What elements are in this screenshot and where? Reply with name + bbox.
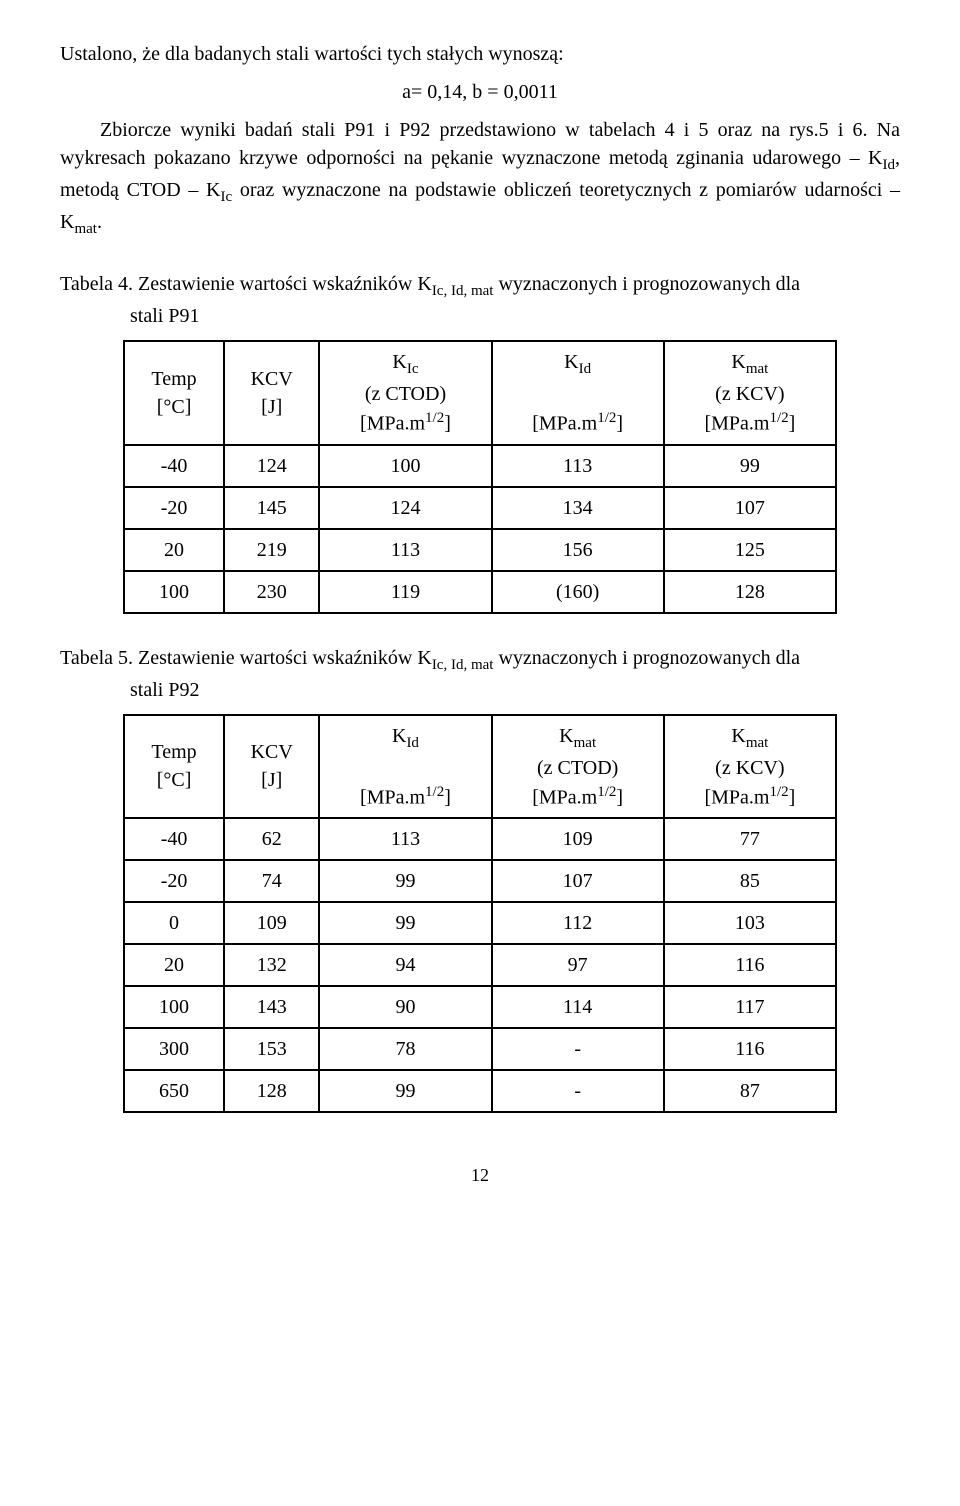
table-cell: 300 <box>124 1028 224 1070</box>
table-cell: 128 <box>224 1070 319 1112</box>
table-cell: -40 <box>124 818 224 860</box>
table-5: Temp[°C] KCV[J] KId[MPa.m1/2] Kmat(z CTO… <box>123 714 837 1114</box>
table-cell: 100 <box>319 445 491 487</box>
table-cell: 124 <box>224 445 319 487</box>
table-row: 100230119(160)128 <box>124 571 836 613</box>
table5-caption-hang: stali P92 <box>60 676 900 704</box>
table-row: 010999112103 <box>124 902 836 944</box>
table-cell: 114 <box>492 986 664 1028</box>
t4-h2: KCV[J] <box>224 341 319 445</box>
table-cell: 85 <box>664 860 836 902</box>
table-cell: - <box>492 1070 664 1112</box>
table-cell: 219 <box>224 529 319 571</box>
table4-caption-hang: stali P91 <box>60 302 900 330</box>
table-row: 10014390114117 <box>124 986 836 1028</box>
table-cell: 116 <box>664 944 836 986</box>
t4-h4: KId[MPa.m1/2] <box>492 341 664 445</box>
table-cell: (160) <box>492 571 664 613</box>
table-cell: 132 <box>224 944 319 986</box>
table-row: -20145124134107 <box>124 487 836 529</box>
table-cell: 116 <box>664 1028 836 1070</box>
t4-h3: KIc(z CTOD)[MPa.m1/2] <box>319 341 491 445</box>
table-row: -20749910785 <box>124 860 836 902</box>
table-cell: 156 <box>492 529 664 571</box>
table-cell: 134 <box>492 487 664 529</box>
table-cell: 99 <box>319 860 491 902</box>
table-cell: - <box>492 1028 664 1070</box>
t5-h1: Temp[°C] <box>124 715 224 819</box>
t4-h5: Kmat(z KCV)[MPa.m1/2] <box>664 341 836 445</box>
table-cell: 77 <box>664 818 836 860</box>
table-row: 201329497116 <box>124 944 836 986</box>
t5-h5: Kmat(z KCV)[MPa.m1/2] <box>664 715 836 819</box>
table5-caption: Tabela 5. Zestawienie wartości wskaźnikó… <box>60 644 900 704</box>
table-cell: 230 <box>224 571 319 613</box>
table-row: 65012899-87 <box>124 1070 836 1112</box>
table4-caption: Tabela 4. Zestawienie wartości wskaźnikó… <box>60 270 900 330</box>
table-cell: 109 <box>224 902 319 944</box>
table-cell: 99 <box>664 445 836 487</box>
table-4: Temp[°C] KCV[J] KIc(z CTOD)[MPa.m1/2] KI… <box>123 340 837 614</box>
table-cell: 100 <box>124 571 224 613</box>
table-cell: 100 <box>124 986 224 1028</box>
table-cell: 20 <box>124 529 224 571</box>
t5-h4: Kmat(z CTOD)[MPa.m1/2] <box>492 715 664 819</box>
table-cell: 20 <box>124 944 224 986</box>
table-cell: 97 <box>492 944 664 986</box>
table-cell: 119 <box>319 571 491 613</box>
table-row: 20219113156125 <box>124 529 836 571</box>
table-cell: 117 <box>664 986 836 1028</box>
table-cell: 125 <box>664 529 836 571</box>
table-cell: 0 <box>124 902 224 944</box>
intro-paragraph-1: Ustalono, że dla badanych stali wartości… <box>60 40 900 68</box>
table-cell: 113 <box>319 529 491 571</box>
table-cell: 62 <box>224 818 319 860</box>
table-cell: 145 <box>224 487 319 529</box>
table-cell: 113 <box>319 818 491 860</box>
table-cell: 78 <box>319 1028 491 1070</box>
table-cell: 107 <box>664 487 836 529</box>
table-cell: -20 <box>124 487 224 529</box>
table-cell: 94 <box>319 944 491 986</box>
table-cell: 143 <box>224 986 319 1028</box>
table-cell: 90 <box>319 986 491 1028</box>
table-cell: 87 <box>664 1070 836 1112</box>
intro-paragraph-2: Zbiorcze wyniki badań stali P91 i P92 pr… <box>60 116 900 240</box>
table-cell: 113 <box>492 445 664 487</box>
table-cell: -40 <box>124 445 224 487</box>
table-cell: -20 <box>124 860 224 902</box>
table-cell: 153 <box>224 1028 319 1070</box>
table-cell: 74 <box>224 860 319 902</box>
table-cell: 107 <box>492 860 664 902</box>
table-cell: 124 <box>319 487 491 529</box>
table-row: -406211310977 <box>124 818 836 860</box>
formula-line: a= 0,14, b = 0,0011 <box>60 78 900 106</box>
table-cell: 128 <box>664 571 836 613</box>
t5-h2: KCV[J] <box>224 715 319 819</box>
t5-h3: KId[MPa.m1/2] <box>319 715 491 819</box>
table-row: -4012410011399 <box>124 445 836 487</box>
table-cell: 650 <box>124 1070 224 1112</box>
table-cell: 99 <box>319 902 491 944</box>
table-row: 30015378-116 <box>124 1028 836 1070</box>
table-cell: 109 <box>492 818 664 860</box>
t4-h1: Temp[°C] <box>124 341 224 445</box>
table-cell: 112 <box>492 902 664 944</box>
table-cell: 99 <box>319 1070 491 1112</box>
table-cell: 103 <box>664 902 836 944</box>
page-number: 12 <box>60 1163 900 1188</box>
